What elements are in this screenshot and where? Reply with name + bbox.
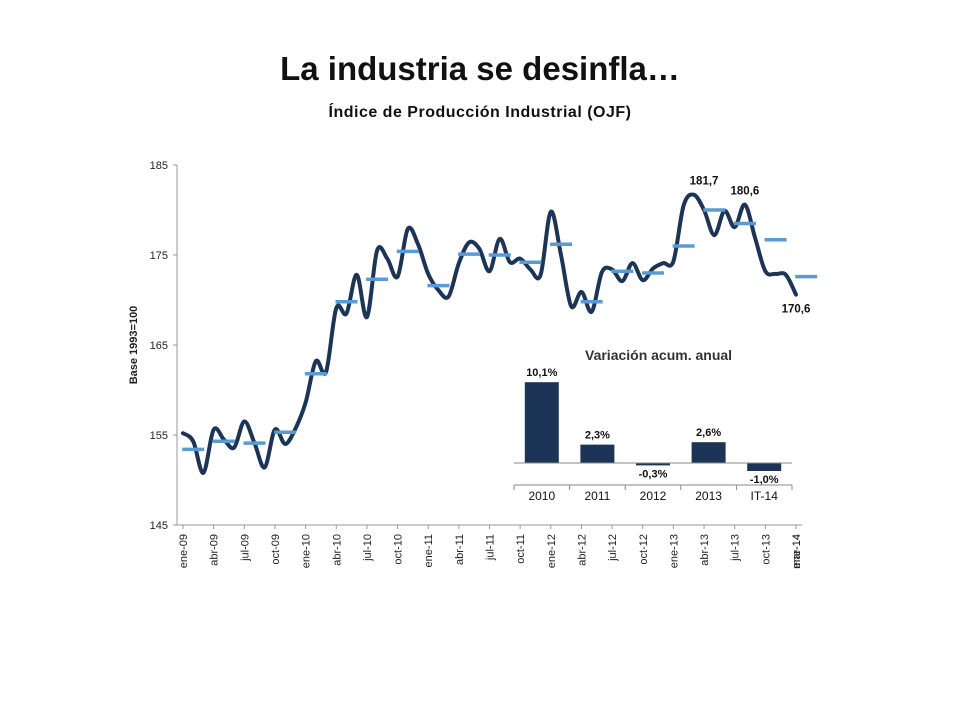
inset-bar [580, 444, 615, 463]
inset-bar [747, 463, 782, 471]
inset-category-label: 2010 [528, 489, 555, 503]
x-tick-label: oct-12 [638, 534, 650, 565]
x-tick-label: jul-09 [239, 534, 251, 562]
x-tick-label: oct-10 [393, 534, 405, 565]
x-tick-label: jul-11 [485, 534, 497, 561]
slide-subtitle: Índice de Producción Industrial (OJF) [328, 104, 632, 121]
x-tick-label: mar-14 [791, 534, 803, 569]
y-tick-label: 145 [150, 520, 168, 532]
inset-bar-label: 2,6% [696, 427, 721, 439]
x-tick-label: ene-13 [668, 534, 680, 568]
x-tick-label: abr-11 [454, 534, 466, 565]
inset-bar-label: 10,1% [526, 367, 557, 379]
x-tick-label: oct-11 [515, 534, 527, 564]
inset-bar-label: -0,3% [639, 468, 668, 480]
x-tick-label: ene-14 [791, 534, 803, 568]
data-annotation: 170,6 [782, 304, 811, 316]
x-tick-label: oct-13 [760, 534, 772, 565]
series-line-monthly [181, 192, 798, 475]
inset-category-label: 2011 [584, 489, 610, 503]
y-tick-label: 155 [150, 430, 168, 442]
x-tick-label: ene-12 [546, 534, 558, 568]
data-annotation: 181,7 [690, 176, 719, 188]
x-tick-label: ene-10 [301, 534, 313, 568]
inset-bar [636, 463, 670, 466]
x-tick-label: abr-12 [576, 534, 588, 566]
x-tick-label: ene-11 [423, 534, 435, 567]
x-tick-label: abr-10 [331, 534, 343, 566]
y-tick-label: 185 [150, 160, 168, 172]
x-tick-label: jul-13 [730, 534, 742, 562]
inset-bar [524, 382, 559, 463]
x-tick-label: jul-10 [362, 534, 374, 562]
inset-category-label: 2012 [640, 489, 667, 503]
inset-title: Variación acum. anual [585, 347, 732, 363]
x-tick-label: ene-09 [178, 534, 190, 568]
inset-bar-label: 2,3% [585, 430, 610, 442]
inset-bar-label: -1,0% [750, 474, 779, 486]
x-tick-label: jul-12 [607, 534, 619, 562]
x-tick-label: abr-13 [699, 534, 711, 566]
y-tick-label: 175 [150, 250, 168, 262]
x-tick-label: oct-09 [270, 534, 282, 565]
inset-bar [691, 442, 726, 463]
inset-category-label: 2013 [695, 489, 722, 503]
data-annotation: 180,6 [731, 186, 760, 198]
y-tick-label: 165 [150, 340, 168, 352]
y-axis-label: Base 1993=100 [128, 306, 140, 385]
slide-title: La industria se desinfla… [280, 50, 680, 87]
inset-category-label: IT-14 [751, 489, 779, 503]
x-tick-label: abr-09 [209, 534, 221, 566]
